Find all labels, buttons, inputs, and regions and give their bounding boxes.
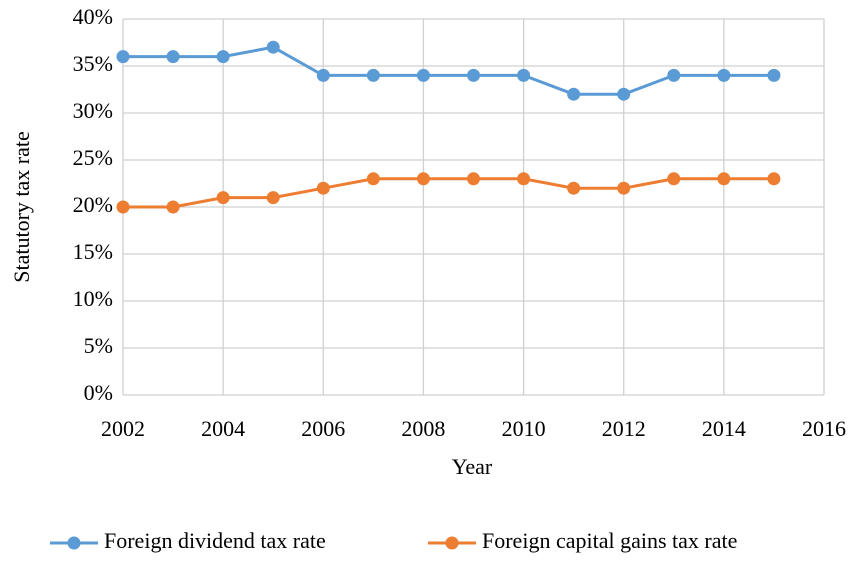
y-tick-label: 0% [84, 380, 113, 405]
data-point [767, 172, 781, 186]
data-point [366, 172, 380, 186]
x-tick-label: 2010 [502, 416, 546, 441]
x-tick-label: 2012 [602, 416, 646, 441]
data-point [717, 172, 731, 186]
y-tick-label: 10% [73, 286, 113, 311]
x-tick-label: 2008 [401, 416, 445, 441]
data-point [216, 50, 230, 64]
data-point [316, 68, 330, 82]
y-tick-label: 40% [73, 4, 113, 29]
y-tick-label: 20% [73, 192, 113, 217]
data-point [467, 68, 480, 82]
data-point [517, 172, 531, 186]
data-point [416, 68, 430, 82]
data-point [266, 191, 280, 205]
data-point [667, 172, 681, 186]
y-tick-label: 25% [73, 145, 113, 170]
y-tick-label: 30% [73, 98, 113, 123]
y-tick-label: 5% [84, 333, 113, 358]
legend-marker [67, 536, 81, 550]
x-tick-label: 2002 [101, 416, 145, 441]
data-point [166, 200, 180, 214]
data-point [366, 68, 380, 82]
x-axis-label: Year [452, 454, 493, 479]
x-tick-label: 2016 [802, 416, 846, 441]
y-tick-label: 15% [73, 239, 113, 264]
data-point [467, 172, 480, 186]
series-line [123, 177, 774, 209]
y-axis-label: Statutory tax rate [9, 131, 34, 283]
x-tick-label: 2014 [702, 416, 746, 441]
data-point [116, 200, 130, 214]
data-point [166, 50, 180, 64]
data-point [717, 68, 731, 82]
x-tick-label: 2006 [301, 416, 345, 441]
data-point [517, 68, 531, 82]
legend-label: Foreign capital gains tax rate [482, 528, 737, 553]
data-point [667, 68, 681, 82]
data-point [216, 191, 230, 205]
legend-label: Foreign dividend tax rate [104, 528, 326, 553]
data-point [567, 181, 581, 195]
data-point [416, 172, 430, 186]
data-point [316, 181, 330, 195]
x-tick-label: 2004 [201, 416, 245, 441]
series-line [123, 45, 774, 96]
data-point [116, 50, 130, 64]
legend-marker [445, 536, 459, 550]
data-point [266, 40, 280, 54]
y-tick-label: 35% [73, 51, 113, 76]
data-point [567, 87, 581, 101]
data-point [767, 68, 781, 82]
data-point [617, 181, 631, 195]
data-point [617, 87, 631, 101]
